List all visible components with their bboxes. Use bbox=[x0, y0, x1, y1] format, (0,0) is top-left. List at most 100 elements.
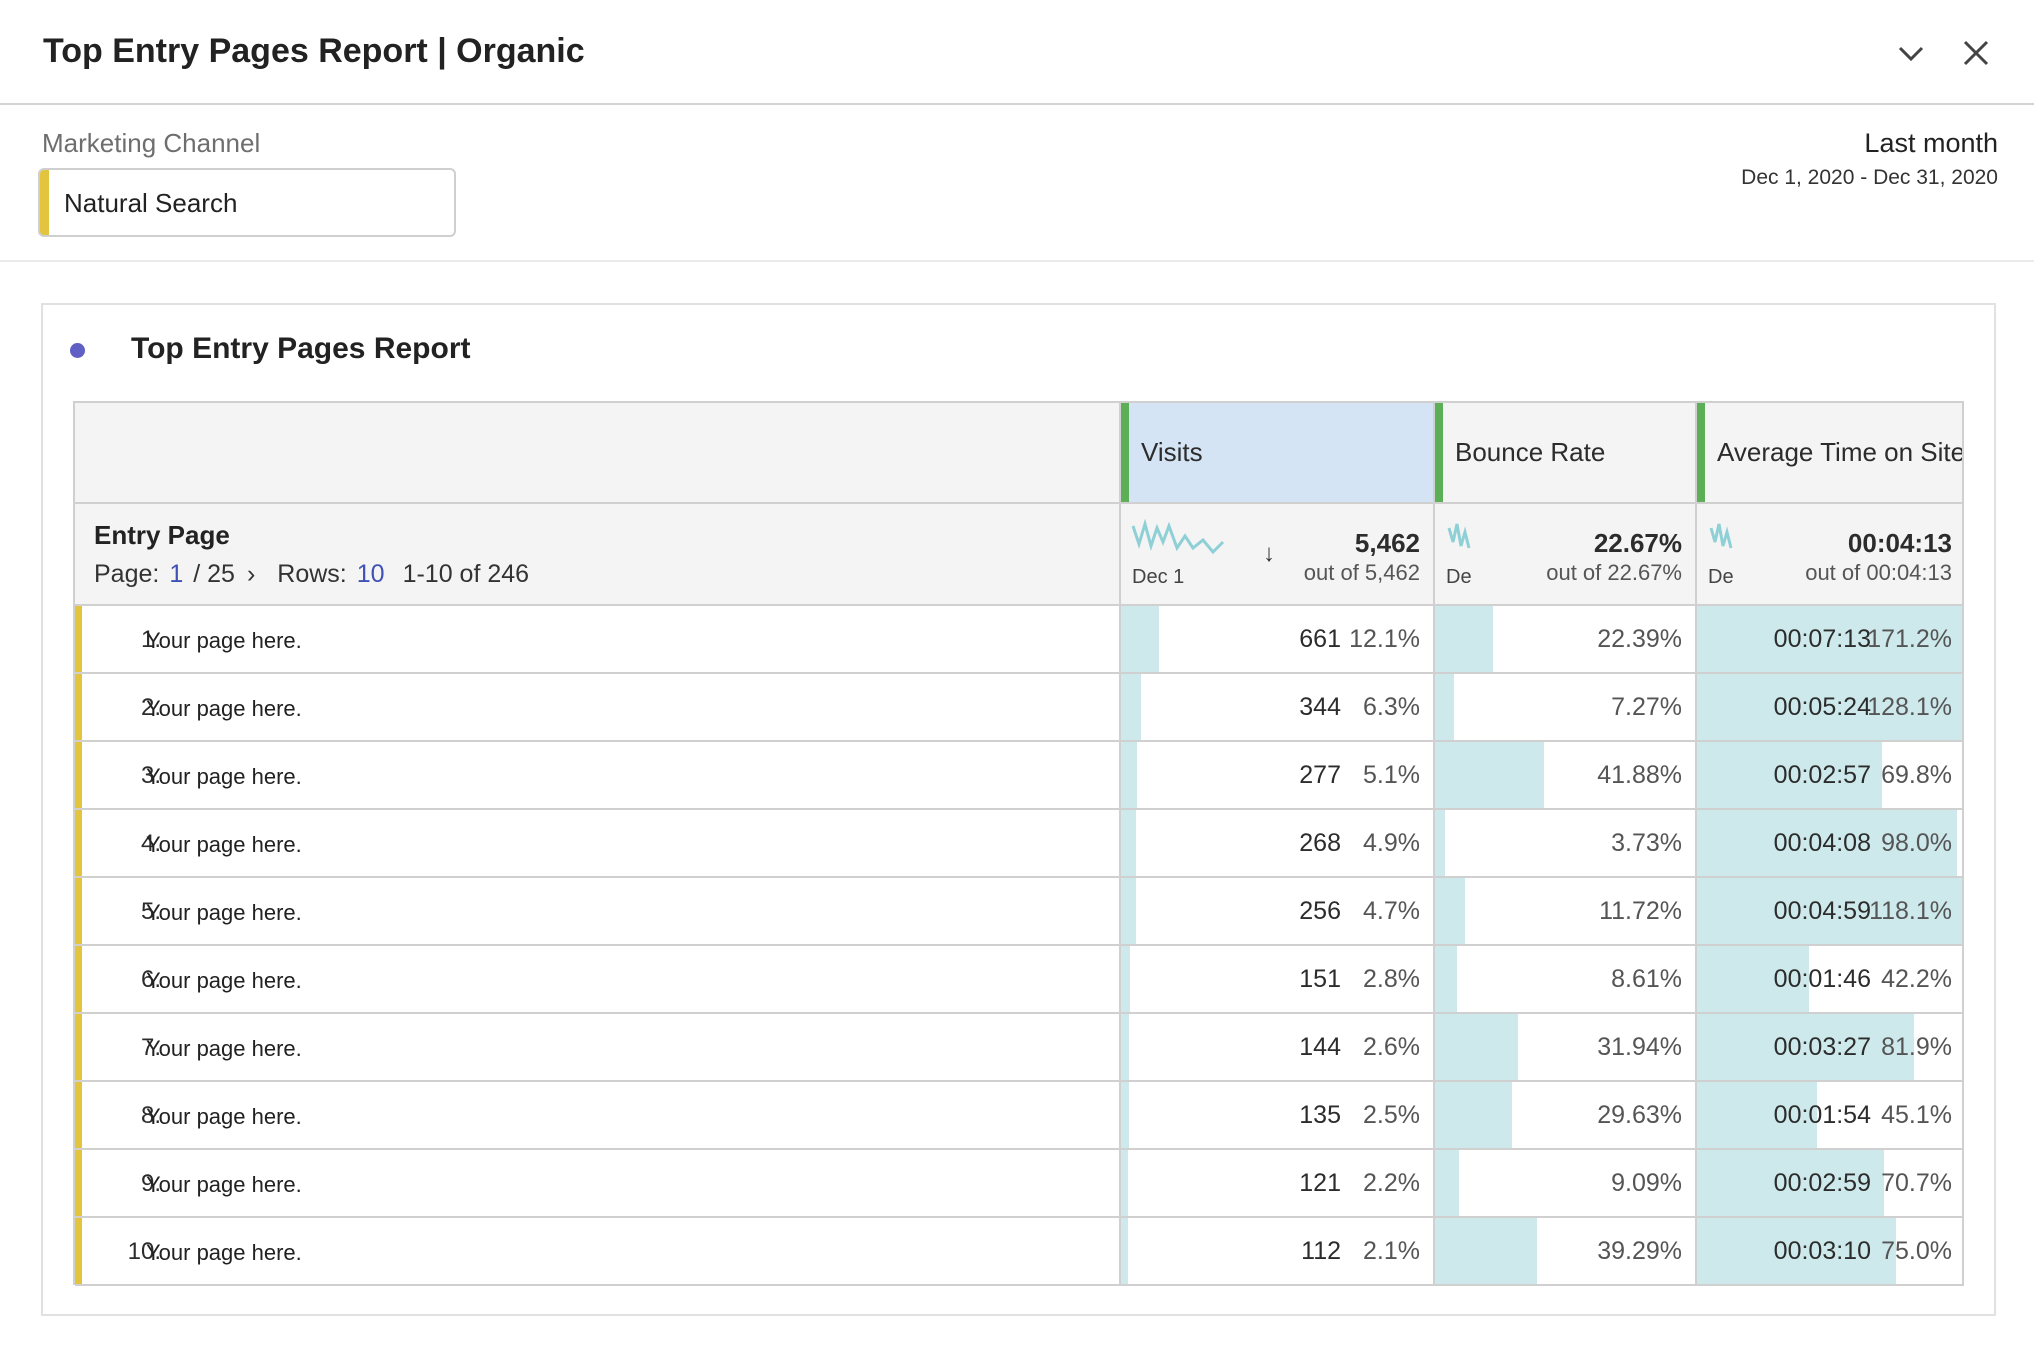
cell-percent: 70.7% bbox=[1881, 1169, 1952, 1197]
cell-percent: 4.7% bbox=[1363, 897, 1420, 925]
metric-cell: 112 2.1% bbox=[1121, 1218, 1435, 1286]
row-range: 1-10 of 246 bbox=[402, 560, 530, 588]
header-cell bbox=[75, 403, 1121, 504]
close-button[interactable] bbox=[1961, 38, 1991, 68]
filter-value: Natural Search bbox=[64, 188, 238, 218]
metric-cell: 29.63% bbox=[1435, 1082, 1697, 1150]
metric-handle bbox=[1435, 403, 1443, 502]
row-page: Your page here. bbox=[146, 832, 302, 857]
cell-bar bbox=[1121, 1082, 1129, 1148]
metric-cell: 00:04:59 118.1% bbox=[1697, 878, 1964, 946]
panel-title: Top Entry Pages Report bbox=[131, 332, 471, 365]
cell-value: 00:07:13 bbox=[1773, 625, 1871, 653]
cell-value: 9.09% bbox=[1611, 1169, 1682, 1197]
divider bbox=[0, 103, 2034, 105]
cell-bar bbox=[1697, 810, 1957, 876]
cell-value: 00:01:54 bbox=[1773, 1101, 1871, 1129]
cell-bar bbox=[1435, 810, 1445, 876]
row-label-cell[interactable]: 3. Your page here. bbox=[75, 742, 1121, 810]
cell-value: 268 bbox=[1299, 829, 1341, 857]
sparkline bbox=[1447, 523, 1471, 549]
metric-handle bbox=[1121, 403, 1129, 502]
cell-value: 135 bbox=[1299, 1101, 1341, 1129]
cell-percent: 2.5% bbox=[1363, 1101, 1420, 1129]
cell-bar bbox=[1435, 1014, 1519, 1080]
row-label-cell[interactable]: 2. Your page here. bbox=[75, 674, 1121, 742]
cell-percent: 118.1% bbox=[1869, 897, 1952, 925]
metric-cell: 00:02:57 69.8% bbox=[1697, 742, 1964, 810]
cell-percent: 6.3% bbox=[1363, 693, 1420, 721]
row-marker bbox=[75, 1082, 82, 1148]
metric-cell: 268 4.9% bbox=[1121, 810, 1435, 878]
metric-cell: 00:05:24 128.1% bbox=[1697, 674, 1964, 742]
cell-bar bbox=[1435, 742, 1544, 808]
metric-cell: 00:01:46 42.2% bbox=[1697, 946, 1964, 1014]
cell-value: 39.29% bbox=[1597, 1237, 1682, 1265]
row-label-cell[interactable]: 5. Your page here. bbox=[75, 878, 1121, 946]
row-label-cell[interactable]: 6. Your page here. bbox=[75, 946, 1121, 1014]
metric-cell: 121 2.2% bbox=[1121, 1150, 1435, 1218]
metric-cell: 135 2.5% bbox=[1121, 1082, 1435, 1150]
metric-cell: 41.88% bbox=[1435, 742, 1697, 810]
row-rank: 4. bbox=[140, 830, 161, 857]
cell-bar bbox=[1697, 878, 1962, 944]
filter-marker bbox=[40, 170, 49, 235]
panel bbox=[41, 303, 1996, 1316]
row-page: Your page here. bbox=[146, 1240, 302, 1265]
cell-bar bbox=[1697, 1082, 1817, 1148]
panel-dot bbox=[70, 343, 85, 358]
row-label-cell[interactable]: 8. Your page here. bbox=[75, 1082, 1121, 1150]
sort-indicator[interactable]: ↓ bbox=[1263, 540, 1275, 567]
cell-value: 7.27% bbox=[1611, 693, 1682, 721]
rows-count[interactable]: 10 bbox=[356, 560, 385, 588]
metric-header[interactable]: Visits bbox=[1121, 403, 1435, 504]
cell-value: 00:05:24 bbox=[1773, 693, 1871, 721]
row-rank: 1. bbox=[140, 626, 161, 653]
metric-cell: 9.09% bbox=[1435, 1150, 1697, 1218]
cell-bar bbox=[1121, 742, 1137, 808]
metric-cell: 7.27% bbox=[1435, 674, 1697, 742]
cell-value: 00:03:10 bbox=[1773, 1237, 1871, 1265]
divider bbox=[0, 260, 2034, 262]
cell-value: 00:02:59 bbox=[1773, 1169, 1871, 1197]
cell-percent: 2.2% bbox=[1363, 1169, 1420, 1197]
metric-header[interactable]: Average Time on Site bbox=[1697, 403, 1964, 504]
total-value: 00:04:13 bbox=[1847, 528, 1952, 558]
metric-cell: 661 12.1% bbox=[1121, 606, 1435, 674]
row-page: Your page here. bbox=[146, 1172, 302, 1197]
page-count: / 25 bbox=[193, 560, 235, 588]
row-label-cell[interactable]: 4. Your page here. bbox=[75, 810, 1121, 878]
total-of: out of 00:04:13 bbox=[1805, 560, 1952, 585]
metric-cell: 277 5.1% bbox=[1121, 742, 1435, 810]
metric-header[interactable]: Bounce Rate bbox=[1435, 403, 1697, 504]
cell-bar bbox=[1697, 742, 1882, 808]
next-page[interactable]: › bbox=[246, 560, 256, 588]
row-label-cell[interactable]: 10. Your page here. bbox=[75, 1218, 1121, 1286]
cell-value: 22.39% bbox=[1597, 625, 1682, 653]
cell-bar bbox=[1435, 1082, 1513, 1148]
cell-value: 344 bbox=[1299, 693, 1341, 721]
sparkline bbox=[1709, 523, 1733, 549]
cell-bar bbox=[1121, 1150, 1128, 1216]
cell-value: 121 bbox=[1299, 1169, 1341, 1197]
row-label-cell[interactable]: 9. Your page here. bbox=[75, 1150, 1121, 1218]
cell-bar bbox=[1121, 606, 1159, 672]
metric-cell: 8.61% bbox=[1435, 946, 1697, 1014]
cell-value: 277 bbox=[1299, 761, 1341, 789]
metric-cell: 00:03:10 75.0% bbox=[1697, 1218, 1964, 1286]
row-rank: 2. bbox=[140, 694, 161, 721]
cell-value: 144 bbox=[1299, 1033, 1341, 1061]
cell-percent: 69.8% bbox=[1881, 761, 1952, 789]
row-page: Your page here. bbox=[146, 1104, 302, 1129]
page-number[interactable]: 1 bbox=[169, 560, 184, 588]
cell-bar bbox=[1697, 1218, 1896, 1284]
metric-cell: 22.39% bbox=[1435, 606, 1697, 674]
row-label-cell[interactable]: 7. Your page here. bbox=[75, 1014, 1121, 1082]
cell-percent: 98.0% bbox=[1881, 829, 1952, 857]
collapse-button[interactable] bbox=[1896, 38, 1926, 68]
cell-bar bbox=[1435, 1218, 1538, 1284]
sparkline-label: De bbox=[1708, 566, 1734, 588]
row-label-cell[interactable]: 1. Your page here. bbox=[75, 606, 1121, 674]
row-page: Your page here. bbox=[146, 696, 302, 721]
filter-dropdown[interactable]: Natural Search bbox=[38, 168, 456, 237]
